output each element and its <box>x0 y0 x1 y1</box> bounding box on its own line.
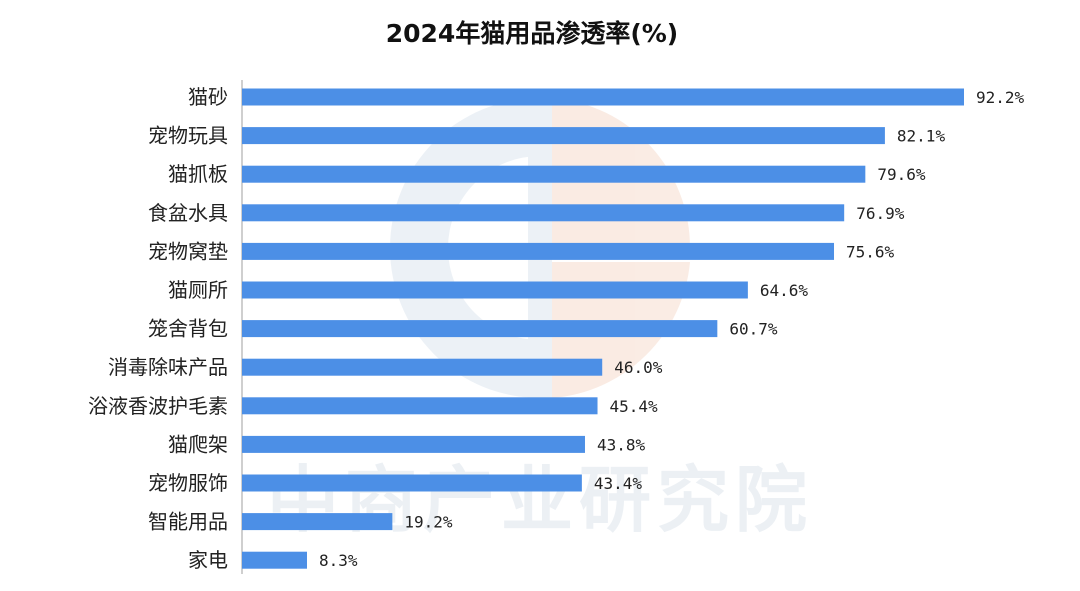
value-label-5: 64.6% <box>760 281 809 300</box>
category-label-11: 智能用品 <box>148 510 228 534</box>
bar-2 <box>242 165 866 183</box>
category-label-0: 猫砂 <box>188 85 228 109</box>
value-label-4: 75.6% <box>846 242 895 261</box>
value-label-9: 43.8% <box>597 435 646 454</box>
category-label-12: 家电 <box>188 548 228 572</box>
value-label-12: 8.3% <box>319 551 358 570</box>
category-label-5: 猫厕所 <box>168 278 228 302</box>
bar-5 <box>242 281 748 299</box>
value-label-7: 46.0% <box>614 358 663 377</box>
category-label-2: 猫抓板 <box>168 162 228 186</box>
value-label-0: 92.2% <box>976 88 1025 107</box>
bar-4 <box>242 242 835 260</box>
bar-6 <box>242 320 718 338</box>
category-label-4: 宠物窝垫 <box>148 239 228 263</box>
bar-10 <box>242 474 582 492</box>
category-label-1: 宠物玩具 <box>148 124 228 148</box>
value-label-1: 82.1% <box>897 127 946 146</box>
bar-9 <box>242 435 585 453</box>
bars-group <box>242 88 964 569</box>
bar-11 <box>242 513 393 531</box>
category-label-3: 食盆水具 <box>148 201 228 225</box>
bar-12 <box>242 551 307 569</box>
category-label-9: 猫爬架 <box>168 432 228 456</box>
value-label-10: 43.4% <box>594 474 643 493</box>
category-label-6: 笼舍背包 <box>148 317 228 341</box>
bar-8 <box>242 397 598 415</box>
category-label-10: 宠物服饰 <box>148 471 228 495</box>
value-label-2: 79.6% <box>877 165 926 184</box>
chart-title: 2024年猫用品渗透率(%) <box>386 19 678 48</box>
bar-3 <box>242 204 845 222</box>
category-labels-group: 猫砂宠物玩具猫抓板食盆水具宠物窝垫猫厕所笼舍背包消毒除味产品浴液香波护毛素猫爬架… <box>88 85 228 572</box>
bar-7 <box>242 358 603 376</box>
bar-1 <box>242 127 885 145</box>
category-label-7: 消毒除味产品 <box>108 355 228 379</box>
value-label-11: 19.2% <box>404 513 453 532</box>
value-label-8: 45.4% <box>610 397 659 416</box>
value-label-3: 76.9% <box>856 204 905 223</box>
value-labels-group: 92.2% 82.1% 79.6% 76.9% 75.6% 64.6% 60.7% 46.0%… <box>319 88 1025 570</box>
category-label-8: 浴液香波护毛素 <box>88 394 228 418</box>
bar-0 <box>242 88 964 106</box>
value-label-6: 60.7% <box>729 320 778 339</box>
